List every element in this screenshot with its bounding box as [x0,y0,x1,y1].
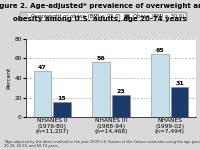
Text: 47: 47 [38,65,47,70]
Text: Figure 2. Age-adjusted* prevalence of overweight and: Figure 2. Age-adjusted* prevalence of ov… [0,3,200,9]
Text: 31: 31 [175,81,184,86]
Text: 23: 23 [116,89,125,94]
Bar [53,102,71,117]
Bar [171,87,188,117]
Text: *Age-adjusted by the direct method to the year 2000 U.S. Bureau of the Census es: *Age-adjusted by the direct method to th… [4,140,200,148]
Text: 65: 65 [156,48,164,53]
Y-axis label: Percent: Percent [7,67,12,89]
Bar [92,62,110,117]
Legend: Overweight or obese (BMI ≥ 25.0), Obese (BMI ≥ 30.0): Overweight or obese (BMI ≥ 25.0), Obese … [20,12,186,20]
Bar [34,71,51,117]
Text: 56: 56 [97,56,106,61]
Bar [112,95,130,117]
Bar [151,54,169,117]
Text: 15: 15 [58,96,66,101]
Text: obesity among U.S. adults, age 20-74 years: obesity among U.S. adults, age 20-74 yea… [13,16,187,22]
